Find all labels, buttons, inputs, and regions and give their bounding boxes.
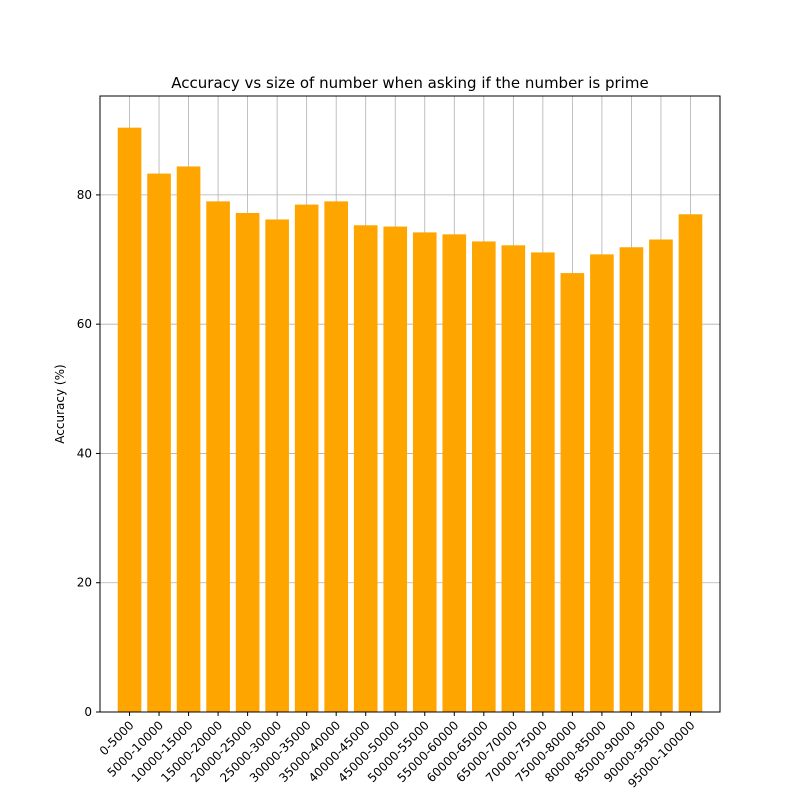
y-tick-label: 80 xyxy=(77,188,92,202)
chart-title: Accuracy vs size of number when asking i… xyxy=(171,74,648,92)
bar-60000-65000 xyxy=(472,241,496,712)
bar-0-5000 xyxy=(117,127,142,713)
bar-70000-75000 xyxy=(531,252,555,712)
bar-80000-85000 xyxy=(590,254,614,712)
bar-30000-35000 xyxy=(294,204,319,713)
bar-15000-20000 xyxy=(206,201,230,712)
bar-5000-10000 xyxy=(147,173,171,713)
bar-35000-40000 xyxy=(324,201,348,712)
y-tick-label: 0 xyxy=(84,705,92,719)
y-tick-label: 60 xyxy=(77,317,92,331)
y-axis: 0 20 40 60 80 xyxy=(77,188,100,719)
bar-75000-80000 xyxy=(560,273,585,712)
bar-10000-15000 xyxy=(176,166,201,713)
bar-25000-30000 xyxy=(265,219,289,712)
bar-95000-100000 xyxy=(678,214,703,712)
bar-85000-90000 xyxy=(619,247,644,713)
bar-90000-95000 xyxy=(649,239,673,712)
bar-40000-45000 xyxy=(353,225,378,712)
bar-45000-50000 xyxy=(383,226,408,712)
bar-55000-60000 xyxy=(442,234,467,712)
bar-20000-25000 xyxy=(235,212,260,712)
bars-layer xyxy=(117,127,703,713)
y-tick-label: 20 xyxy=(77,576,92,590)
bar-65000-70000 xyxy=(501,245,526,712)
y-tick-label: 40 xyxy=(77,446,92,460)
y-axis-label: Accuracy (%) xyxy=(53,364,67,443)
plot-frame xyxy=(99,95,721,713)
bar-50000-55000 xyxy=(412,232,437,712)
